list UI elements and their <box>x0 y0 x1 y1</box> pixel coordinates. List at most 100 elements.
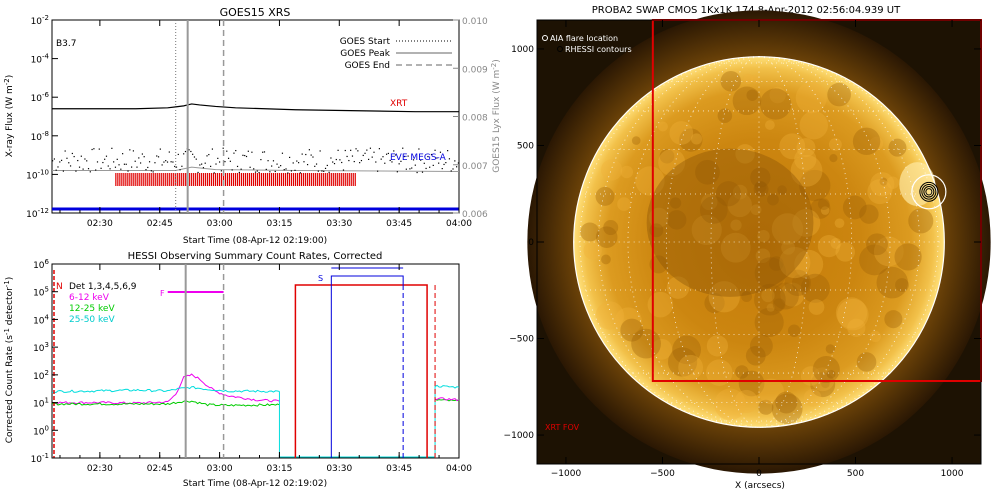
goes-long-line <box>52 103 459 113</box>
solar-texture-blob <box>720 232 751 263</box>
solar-texture-blob <box>799 111 828 140</box>
solar-texture-blob <box>601 254 611 265</box>
solar-texture-blob <box>754 307 784 337</box>
solar-texture-blob <box>777 185 787 195</box>
longitude-line <box>579 56 760 428</box>
solar-texture-blob <box>705 359 733 386</box>
goes-short-dot <box>342 169 345 171</box>
goes-short-dot <box>80 155 82 157</box>
goes-short-dot <box>163 161 165 163</box>
goes-short-dot <box>100 167 102 169</box>
legend-goes-start: GOES Start <box>340 37 391 47</box>
solar-texture-blob <box>852 127 881 156</box>
goes-short-dot <box>326 164 328 167</box>
goes-short-dot <box>425 167 427 170</box>
goes-short-dot <box>330 157 332 159</box>
goes-short-dot <box>271 165 273 167</box>
goes-short-dot <box>139 162 142 164</box>
goes-short-dot <box>201 163 203 165</box>
solar-texture-blob <box>817 234 841 258</box>
goes-short-dot <box>355 148 357 150</box>
goes-short-dot <box>360 159 363 162</box>
goes-short-dot <box>245 155 248 158</box>
goes-short-dot <box>359 162 361 164</box>
goes-ytick-label: 10-4 <box>31 53 50 66</box>
goes-legend: GOES Start GOES Peak GOES End <box>340 37 452 71</box>
goes-short-dot <box>129 149 131 151</box>
goes-short-dot <box>132 150 135 152</box>
goes-short-dot <box>382 156 384 158</box>
xrt-coverage-label: XRT <box>390 99 408 109</box>
goes-ytick-label: 10-8 <box>31 130 49 143</box>
goes-short-dot <box>244 154 246 157</box>
goes-short-dot <box>73 155 75 158</box>
solar-texture-blob <box>717 108 733 123</box>
swap-ytick-label: 0 <box>528 238 534 248</box>
goes-short-dot <box>148 161 151 163</box>
rhessi-contour <box>925 188 933 196</box>
goes-short-dot <box>389 159 391 162</box>
solar-texture-blob <box>847 318 866 337</box>
goes-short-dot <box>394 154 397 156</box>
goes-short-dot <box>377 170 379 172</box>
goes-short-dot <box>310 154 312 156</box>
solar-texture-blob <box>835 297 868 329</box>
goes-short-dot <box>122 153 124 155</box>
aia-legend-symbol <box>542 35 548 41</box>
goes-short-dot <box>350 149 352 151</box>
goes-xrs-panel: GOES15 XRS 02:30 02:45 03:00 03:15 03:30 03:4… <box>3 6 502 246</box>
goes-short-dot <box>457 162 460 164</box>
solar-texture-blob <box>869 136 884 151</box>
goes-short-dot <box>179 169 181 171</box>
solar-texture-blob <box>732 86 762 116</box>
goes-short-dot <box>190 150 192 153</box>
solar-texture-blob <box>866 233 888 256</box>
solar-texture-blob <box>614 307 642 335</box>
goes-short-dot <box>287 172 289 174</box>
solar-texture-blob <box>884 310 903 329</box>
solar-texture-blob <box>631 328 661 359</box>
goes-short-dot <box>57 166 59 168</box>
aia-flare-circle <box>911 174 947 210</box>
goes-ylabel: X-ray Flux (W m-2) <box>3 75 15 157</box>
goes-short-dot <box>260 158 262 161</box>
goes-ytick-label: 10-2 <box>31 14 49 27</box>
hessi-xtick-label: 02:30 <box>87 464 113 474</box>
longitude-line <box>758 56 920 428</box>
goes-short-dot <box>416 171 418 174</box>
goes-short-dot <box>55 169 57 171</box>
solar-texture-blob <box>758 399 774 415</box>
goes-short-dot <box>391 161 393 163</box>
solar-texture-blob <box>825 344 836 354</box>
solar-texture-blob <box>734 389 758 413</box>
goes-short-dot <box>285 168 287 170</box>
goes-short-dot <box>111 147 113 149</box>
goes-short-dot <box>210 165 212 167</box>
solar-texture-blob <box>834 218 845 229</box>
solar-texture-blob <box>678 354 704 380</box>
goes-short-dot <box>373 151 375 153</box>
goes-y2tick-label: 0.009 <box>462 65 488 75</box>
solar-texture-blob <box>649 255 668 274</box>
goes-short-dot <box>308 149 310 151</box>
goes-short-dot <box>95 169 97 171</box>
heliographic-grid <box>573 56 945 428</box>
solar-texture-blob <box>908 208 934 234</box>
goes-short-dot <box>77 159 79 162</box>
solar-texture-blob <box>828 138 842 151</box>
solar-texture-blob <box>830 237 842 249</box>
solar-texture-blob <box>767 193 779 206</box>
goes-y2tick-label: 0.006 <box>462 210 488 220</box>
goes-short-dot <box>369 147 372 149</box>
goes-short-dot <box>184 150 187 153</box>
goes-short-dot <box>222 147 224 149</box>
solar-texture-blob <box>754 257 787 289</box>
coronal-hole <box>646 148 814 297</box>
eve-coverage-label: EVE MEGS-A <box>390 153 447 163</box>
solar-texture-blob <box>810 372 836 398</box>
goes-short-dot <box>412 159 415 161</box>
longitude-line <box>627 56 760 428</box>
goes-short-dot <box>364 152 366 154</box>
goes-short-dot <box>125 163 127 165</box>
solar-texture-blob <box>603 220 619 236</box>
